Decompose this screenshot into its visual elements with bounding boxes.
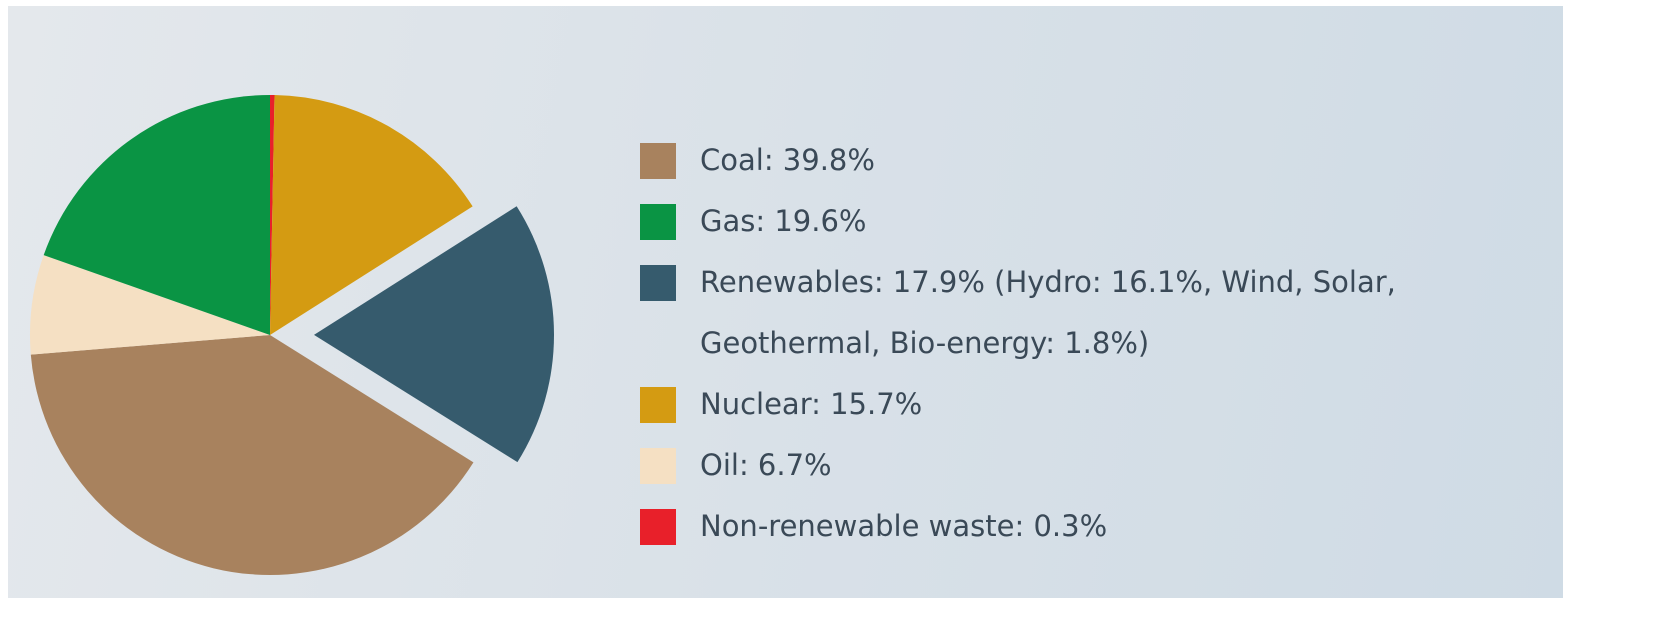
legend-entry: Nuclear: 15.7%: [640, 374, 1560, 435]
legend-label: Coal: 39.8%: [700, 143, 875, 177]
legend-swatch: [640, 387, 676, 423]
legend-swatch: [640, 509, 676, 545]
legend: Coal: 39.8% Gas: 19.6% Renewables: 17.9% (…: [640, 130, 1560, 557]
pie-slice: [313, 206, 554, 463]
legend-label: Renewables: 17.9% (Hydro: 16.1%, Wind, S…: [700, 265, 1396, 360]
legend-entry: Oil: 6.7%: [640, 435, 1560, 496]
pie-slice: [30, 335, 474, 576]
legend-entry: Gas: 19.6%: [640, 191, 1560, 252]
legend-swatch: [640, 265, 676, 301]
chart-frame: Coal: 39.8% Gas: 19.6% Renewables: 17.9% (…: [8, 6, 1563, 598]
pie-slice: [43, 95, 271, 335]
legend-label: Non-renewable waste: 0.3%: [700, 509, 1108, 543]
legend-swatch: [640, 448, 676, 484]
legend-label: Oil: 6.7%: [700, 448, 832, 482]
legend-label: Gas: 19.6%: [700, 204, 867, 238]
legend-entry: Coal: 39.8%: [640, 130, 1560, 191]
pie-slice: [270, 95, 275, 335]
legend-entry: Non-renewable waste: 0.3%: [640, 496, 1560, 557]
legend-label: Nuclear: 15.7%: [700, 387, 923, 421]
legend-swatch: [640, 143, 676, 179]
legend-entry: Renewables: 17.9% (Hydro: 16.1%, Wind, S…: [640, 252, 1560, 374]
pie-slice: [270, 95, 473, 335]
legend-swatch: [640, 204, 676, 240]
pie-chart: [29, 95, 554, 576]
pie-slice: [29, 255, 271, 355]
